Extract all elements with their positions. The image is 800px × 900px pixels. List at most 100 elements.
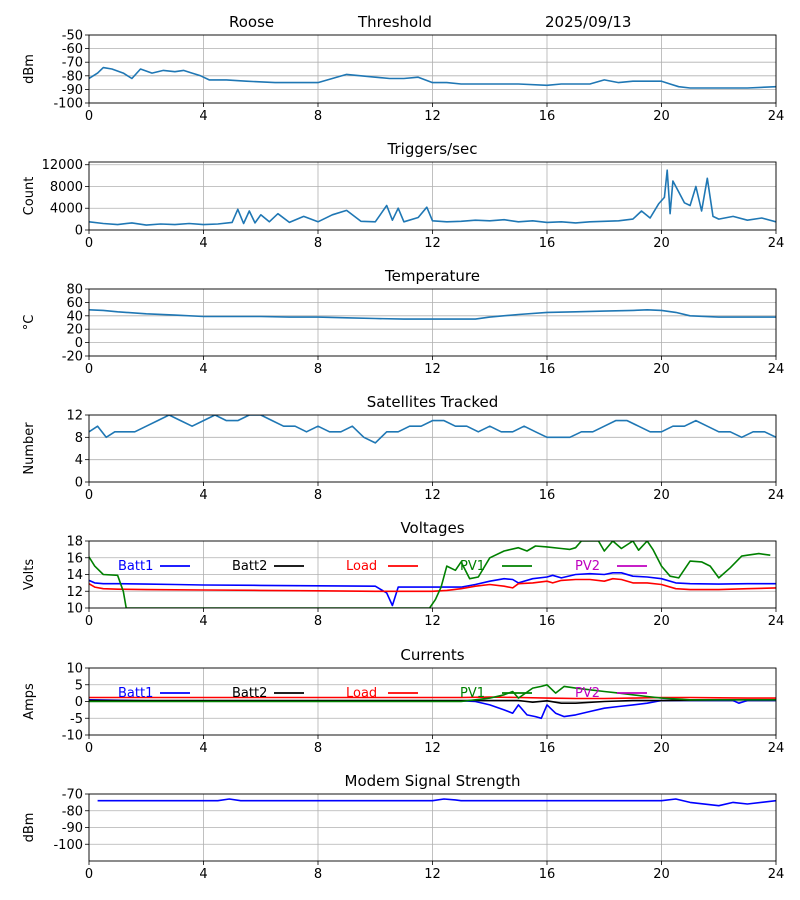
currents-series-load	[89, 696, 776, 700]
currents-ytick-label: -5	[70, 712, 83, 727]
signal-xtick-label: 24	[768, 109, 785, 124]
temperature-title: Temperature	[384, 267, 480, 285]
temperature-ytick-label: 80	[66, 283, 83, 298]
satellites-xtick-label: 24	[768, 488, 785, 503]
triggers-xtick-label: 12	[424, 236, 441, 251]
voltages-xtick-label: 12	[424, 614, 441, 629]
temperature-ylabel: °C	[22, 315, 37, 331]
currents-xtick-label: 16	[539, 741, 556, 756]
temperature-ytick-label: 60	[66, 296, 83, 311]
voltages-xtick-label: 0	[85, 614, 93, 629]
signal-series-0	[89, 66, 776, 89]
currents-legend-label: Load	[346, 686, 377, 701]
signal-xtick-label: 4	[199, 109, 207, 124]
modem-ytick-label: -70	[62, 788, 83, 803]
currents-ytick-label: 5	[75, 678, 83, 693]
satellites-panel: 0 4 8 12 16 20 24 0 4 8 12 Satellites Tracked Number	[22, 393, 784, 503]
triggers-xtick-label: 8	[314, 236, 322, 251]
temperature-xtick-label: 0	[85, 362, 93, 377]
currents-legend-label: PV2	[575, 686, 600, 701]
modem-xtick-label: 8	[314, 867, 322, 882]
triggers-xtick-label: 20	[653, 236, 670, 251]
temperature-series-0	[89, 308, 776, 320]
satellites-ytick-label: 4	[75, 453, 83, 468]
triggers-ytick-label: 4000	[50, 202, 83, 217]
signal-ytick-label: -100	[53, 97, 83, 112]
temperature-ytick-label: -20	[62, 350, 83, 365]
triggers-xtick-label: 16	[539, 236, 556, 251]
voltages-xtick-label: 4	[199, 614, 207, 629]
triggers-series-0	[89, 169, 776, 226]
currents-title: Currents	[400, 646, 464, 664]
voltages-xtick-label: 20	[653, 614, 670, 629]
currents-xtick-label: 0	[85, 741, 93, 756]
signal-ytick-label: -60	[62, 42, 83, 57]
signal-ylabel: dBm	[22, 54, 37, 84]
temperature-ytick-label: 40	[66, 309, 83, 324]
currents-xtick-label: 4	[199, 741, 207, 756]
triggers-ytick-label: 0	[75, 224, 83, 239]
satellites-xtick-label: 4	[199, 488, 207, 503]
temperature-ytick-label: 20	[66, 323, 83, 338]
voltages-ytick-label: 16	[66, 551, 83, 566]
triggers-xtick-label: 4	[199, 236, 207, 251]
currents-xtick-label: 8	[314, 741, 322, 756]
voltages-legend-label: PV1	[460, 559, 485, 574]
voltages-xtick-label: 24	[768, 614, 785, 629]
triggers-xtick-label: 24	[768, 236, 785, 251]
satellites-ytick-label: 0	[75, 476, 83, 491]
temperature-xtick-label: 20	[653, 362, 670, 377]
triggers-xtick-label: 0	[85, 236, 93, 251]
temperature-xtick-label: 24	[768, 362, 785, 377]
voltages-xtick-label: 16	[539, 614, 556, 629]
satellites-series-0	[89, 415, 776, 444]
modem-ylabel: dBm	[22, 813, 37, 843]
temperature-ytick-label: 0	[75, 336, 83, 351]
signal-ytick-label: -70	[62, 56, 83, 71]
modem-ytick-label: -90	[62, 821, 83, 836]
currents-xtick-label: 12	[424, 741, 441, 756]
satellites-xtick-label: 0	[85, 488, 93, 503]
signal-xtick-label: 0	[85, 109, 93, 124]
signal-xtick-label: 12	[424, 109, 441, 124]
header-mode: Threshold	[357, 13, 432, 31]
satellites-title: Satellites Tracked	[367, 393, 498, 411]
modem-title: Modem Signal Strength	[345, 772, 521, 790]
modem-xtick-label: 20	[653, 867, 670, 882]
signal-xtick-label: 20	[653, 109, 670, 124]
modem-xtick-label: 12	[424, 867, 441, 882]
modem-xtick-label: 24	[768, 867, 785, 882]
triggers-panel: 0 4 8 12 16 20 24 0 4000 8000 12000 Triggers/sec Cou…	[22, 140, 784, 251]
currents-ylabel: Amps	[22, 683, 37, 720]
currents-legend-label: Batt2	[232, 686, 267, 701]
temperature-xtick-label: 8	[314, 362, 322, 377]
voltages-series-batt1	[89, 571, 776, 607]
modem-panel: 0 4 8 12 16 20 24 -70-80 -90 -100 Modem Signal Str…	[22, 772, 784, 882]
voltages-ytick-label: 18	[66, 535, 83, 550]
modem-ytick-label: -100	[53, 838, 83, 853]
triggers-title: Triggers/sec	[387, 140, 478, 158]
signal-xtick-label: 8	[314, 109, 322, 124]
currents-ytick-label: 10	[66, 662, 83, 677]
voltages-legend-label: PV2	[575, 559, 600, 574]
voltages-ytick-label: 12	[66, 585, 83, 600]
currents-legend-label: Batt1	[118, 686, 153, 701]
satellites-ylabel: Number	[22, 422, 37, 475]
voltages-series-load	[89, 577, 776, 593]
triggers-ylabel: Count	[22, 177, 37, 216]
satellites-ytick-label: 8	[75, 431, 83, 446]
signal-ytick-label: -80	[62, 69, 83, 84]
header-date: 2025/09/13	[545, 13, 631, 31]
currents-ytick-label: -10	[62, 729, 83, 744]
voltages-series-pv1	[89, 541, 771, 608]
voltages-ytick-label: 14	[66, 568, 83, 583]
modem-ytick-label: -80	[62, 804, 83, 819]
signal-panel: 0 4 8 12 16 20 24 -50-60-70-80-90-100 dBm	[22, 29, 784, 125]
signal-ytick-label: -90	[62, 83, 83, 98]
currents-ytick-label: 0	[75, 695, 83, 710]
signal-ytick-label: -50	[62, 29, 83, 44]
